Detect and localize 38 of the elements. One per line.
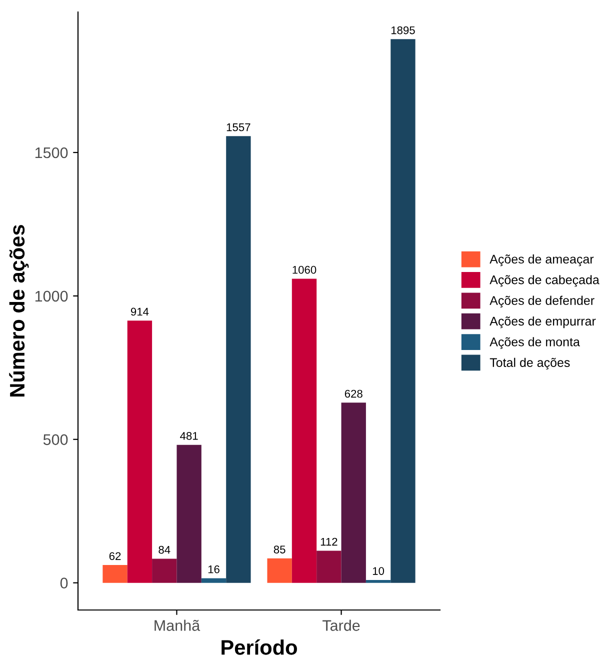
legend-label: Total de ações [490, 358, 570, 370]
legend-label: Ações de cabeçada [490, 275, 600, 287]
data-label: 112 [320, 538, 338, 546]
data-label: 628 [344, 390, 362, 398]
bar [292, 278, 317, 583]
legend-label: Ações de ameaçar [490, 254, 594, 266]
bar [316, 550, 342, 583]
y-axis-title: Número de ações [9, 225, 29, 396]
data-label: 481 [180, 432, 198, 440]
data-label: 1895 [391, 26, 415, 34]
y-tick-label: 0 [60, 578, 68, 589]
bar [102, 565, 128, 583]
legend-label: Ações de monta [490, 337, 580, 349]
data-label: 1557 [226, 123, 250, 132]
bar [226, 136, 251, 583]
data-label: 10 [372, 567, 384, 575]
data-label: 914 [130, 308, 149, 316]
bar [152, 558, 177, 583]
bar [390, 39, 416, 583]
data-label: 62 [109, 552, 121, 560]
bar [201, 578, 226, 583]
bar [341, 402, 366, 583]
legend-label: Ações de defender [490, 296, 594, 308]
data-label: 84 [158, 546, 170, 554]
y-tick-label: 1500 [35, 147, 68, 158]
bar [366, 580, 391, 583]
x-tick-label: Manhã [154, 620, 200, 631]
x-axis-title: Período [222, 639, 297, 655]
y-tick-label: 1000 [35, 290, 68, 302]
bar [127, 320, 152, 583]
bar [176, 444, 202, 583]
x-tick-label: Tarde [322, 620, 360, 631]
legend-label: Ações de empurrar [490, 316, 596, 328]
data-label: 1060 [292, 266, 316, 274]
bar [267, 558, 292, 583]
data-label: 85 [274, 546, 286, 554]
y-tick-label: 500 [43, 434, 68, 446]
data-label: 16 [208, 565, 220, 574]
